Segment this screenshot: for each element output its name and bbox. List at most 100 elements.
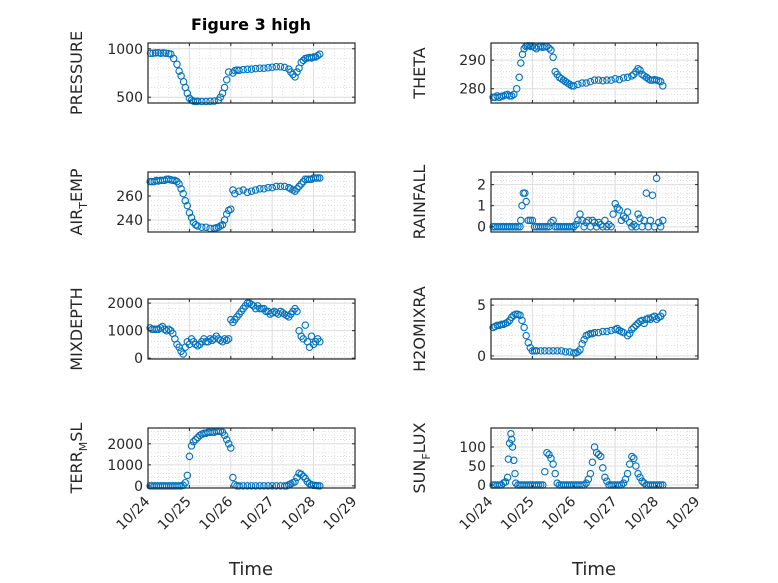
data-point — [224, 335, 233, 343]
data-point — [599, 327, 607, 336]
data-point — [243, 482, 252, 490]
data-point — [549, 53, 557, 62]
y-tick-label: 2000 — [107, 437, 143, 453]
data-point — [162, 326, 171, 335]
data-point — [545, 450, 553, 459]
data-point — [222, 336, 231, 345]
data-point — [311, 174, 320, 182]
data-point — [260, 64, 268, 72]
data-point — [177, 185, 185, 193]
data-point — [256, 304, 264, 313]
data-point — [173, 177, 181, 186]
y-axis-label-main: RAINFALL — [410, 165, 429, 240]
data-point — [524, 338, 533, 347]
data-point — [227, 444, 235, 452]
data-point — [222, 210, 231, 218]
y-tick-label: 1000 — [107, 42, 143, 58]
data-point — [173, 60, 181, 69]
data-point — [549, 460, 557, 468]
data-point — [504, 455, 513, 463]
data-point — [607, 222, 615, 231]
x-axis-label-left: Time — [228, 559, 273, 580]
y-tick-label: 260 — [116, 189, 143, 205]
data-point — [625, 218, 634, 227]
y-axis-label-suffix: LUX — [410, 422, 429, 453]
data-point — [634, 210, 642, 218]
data-point — [231, 189, 239, 198]
data-point — [640, 319, 648, 328]
data-point — [659, 216, 667, 225]
x-tick-label: 10/26 — [539, 494, 579, 534]
data-point — [599, 76, 607, 85]
y-axis-label-suffix: SL — [67, 423, 86, 442]
data-point — [619, 479, 628, 487]
x-tick-label: 10/24 — [457, 494, 497, 534]
data-point — [276, 182, 285, 191]
data-point — [514, 222, 522, 231]
data-point — [183, 471, 192, 480]
subplot-2: 280 290 THETA — [410, 42, 699, 104]
data-point — [501, 478, 510, 486]
data-point — [582, 479, 590, 487]
data-point — [578, 339, 586, 348]
x-tick-label: 10/29 — [321, 494, 361, 534]
y-tick-label: 290 — [459, 53, 486, 69]
subplot-5: 0 1000 2000 MIXDEPTH — [67, 287, 356, 371]
y-axis-label: AIRTEMP — [67, 168, 90, 235]
data-point — [243, 188, 252, 197]
data-point — [243, 65, 252, 74]
data-point — [222, 76, 231, 84]
data-point — [634, 64, 642, 73]
data-point — [607, 76, 615, 84]
data-point — [625, 329, 634, 338]
x-tick-label: 10/29 — [664, 494, 704, 534]
data-point — [632, 462, 640, 470]
data-point — [299, 472, 308, 481]
y-tick-label: 0 — [134, 351, 143, 367]
data-point — [628, 452, 636, 461]
data-point — [264, 183, 272, 192]
data-point — [517, 59, 525, 67]
y-tick-label: 0 — [477, 478, 486, 494]
data-point — [603, 222, 611, 231]
data-point — [268, 63, 276, 71]
data-point — [299, 56, 308, 65]
y-tick-label: 0 — [134, 479, 143, 495]
data-point — [646, 216, 655, 225]
axes-box — [490, 427, 699, 489]
data-point — [636, 473, 644, 482]
y-axis-label-suffix: EMP — [67, 168, 86, 202]
data-point — [191, 435, 200, 444]
axes-box — [147, 42, 356, 104]
y-axis-label-subscript: M — [77, 442, 90, 452]
data-point — [518, 316, 526, 325]
data-point — [251, 482, 260, 490]
data-point — [175, 180, 183, 188]
data-point — [628, 325, 636, 334]
data-point — [307, 332, 316, 340]
data-point — [659, 82, 667, 90]
data-point — [179, 350, 187, 358]
data-point — [510, 90, 518, 99]
data-point — [517, 216, 525, 225]
data-point — [220, 335, 229, 343]
data-point — [164, 325, 173, 334]
data-point — [151, 49, 160, 57]
y-tick-label: 0 — [477, 220, 486, 236]
y-tick-label: 1 — [477, 199, 486, 215]
data-point — [210, 97, 218, 105]
data-point — [510, 456, 518, 465]
data-point — [179, 189, 187, 198]
x-tick-label: 10/25 — [498, 494, 538, 534]
data-point — [293, 68, 301, 76]
y-axis-label-subscript: T — [77, 202, 90, 210]
data-point — [601, 473, 609, 482]
data-point — [623, 469, 632, 478]
data-point — [603, 76, 611, 84]
data-point — [638, 477, 646, 485]
data-point — [628, 222, 636, 231]
y-tick-label: 2 — [477, 178, 486, 194]
data-point — [543, 222, 551, 231]
data-point — [251, 186, 260, 194]
